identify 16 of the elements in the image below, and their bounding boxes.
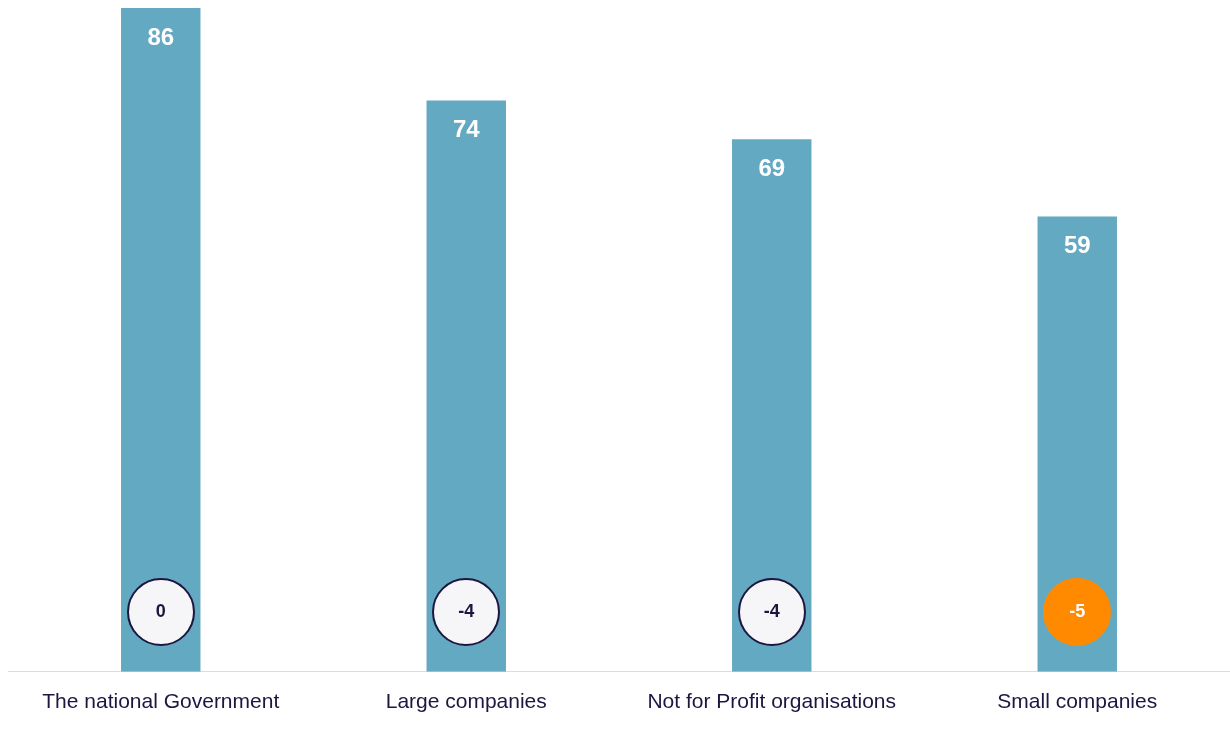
x-tick-label: Small companies [997, 689, 1158, 713]
x-tick-label: The national Government [42, 689, 280, 713]
annotation: -4 [763, 601, 780, 623]
bar [121, 8, 201, 672]
annotation: -5 [1069, 601, 1086, 623]
bar [732, 139, 812, 672]
annotation: 0 [155, 601, 166, 623]
x-tick-label: Large companies [385, 689, 547, 713]
x-tick-label: Not for Profit organisations [647, 689, 897, 713]
data-label: 86 [147, 22, 175, 50]
data-label: 74 [452, 115, 481, 143]
bar [1037, 216, 1117, 672]
bar [426, 100, 506, 672]
data-label: 69 [758, 153, 786, 181]
annotation: -4 [458, 601, 475, 623]
data-label: 59 [1063, 231, 1091, 259]
